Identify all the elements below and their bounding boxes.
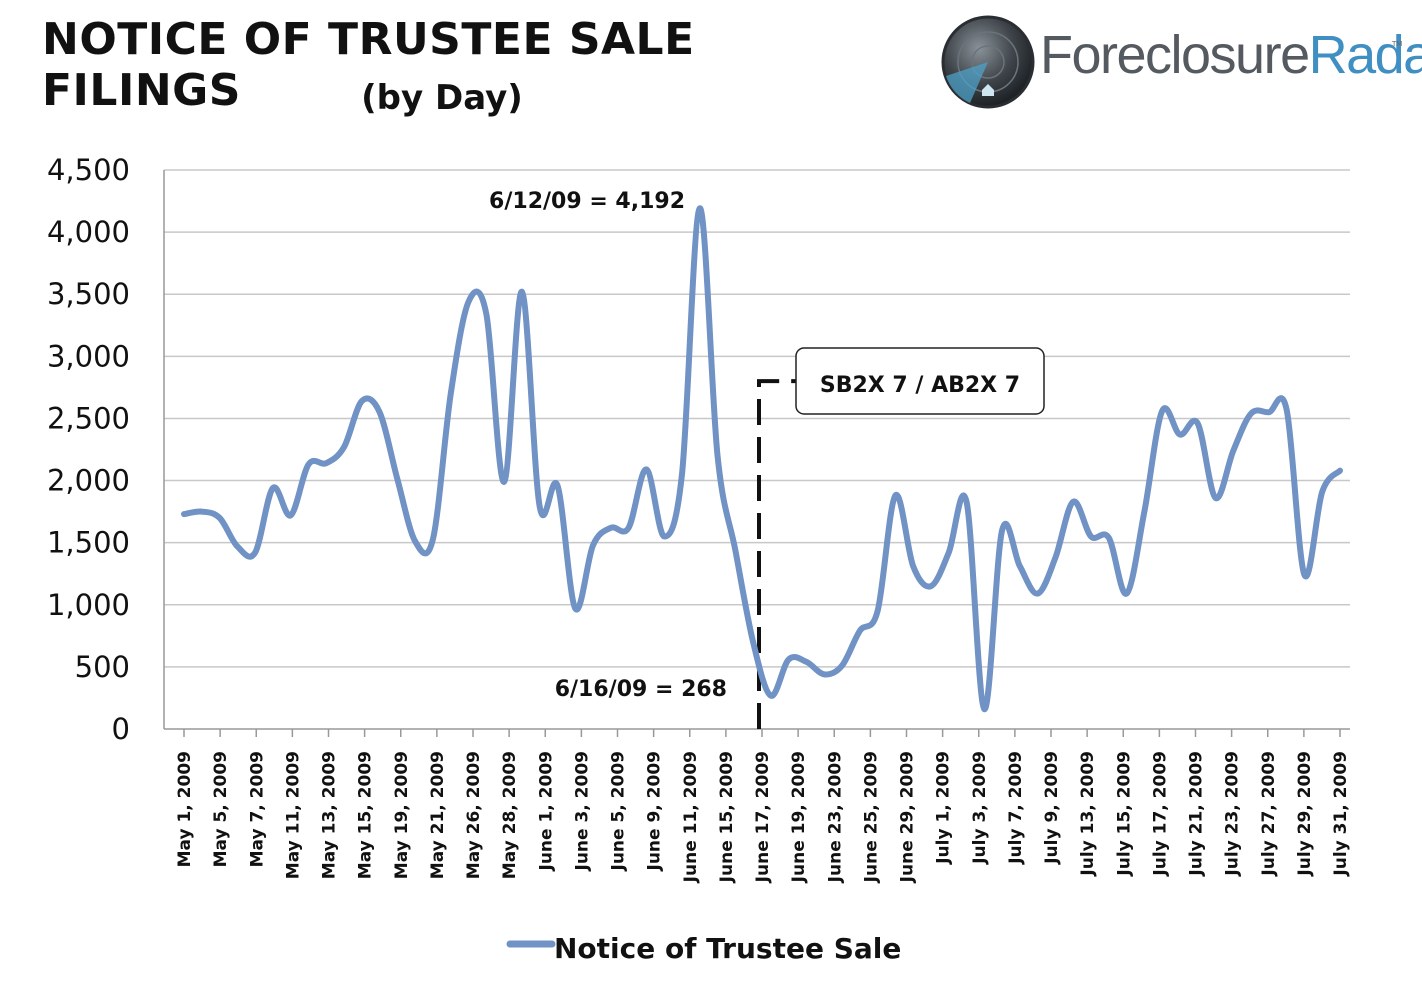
legend-label: Notice of Trustee Sale bbox=[554, 932, 901, 965]
x-tick-label: May 15, 2009 bbox=[356, 751, 376, 879]
chart-subtitle: (by Day) bbox=[361, 78, 523, 118]
x-tick-label: July 15, 2009 bbox=[1114, 751, 1134, 877]
x-tick-label: June 9, 2009 bbox=[645, 751, 665, 872]
y-axis: 0 500 1,000 1,500 2,000 2,500 3,000 3,500 4,000 4… bbox=[47, 153, 165, 746]
x-tick-label: June 5, 2009 bbox=[609, 751, 629, 872]
x-tick-label: July 27, 2009 bbox=[1259, 751, 1279, 877]
x-tick-label: June 11, 2009 bbox=[681, 751, 701, 883]
y-tick-label: 3,500 bbox=[47, 277, 130, 311]
x-tick-label: May 19, 2009 bbox=[392, 751, 412, 879]
x-tick-label: May 21, 2009 bbox=[428, 751, 448, 879]
x-tick-label: June 29, 2009 bbox=[898, 751, 918, 883]
x-tick-label: May 13, 2009 bbox=[320, 751, 340, 879]
x-axis: May 1, 2009 May 5, 2009 May 7, 2009 May 11,… bbox=[164, 728, 1351, 883]
logo-wordmark: ForeclosureRadar bbox=[1040, 24, 1422, 86]
x-tick-label: June 3, 2009 bbox=[572, 751, 592, 872]
x-tick-label: June 23, 2009 bbox=[825, 751, 845, 883]
x-tick-label: June 17, 2009 bbox=[753, 751, 773, 883]
x-tick-label: June 25, 2009 bbox=[861, 751, 881, 883]
x-tick-label: July 21, 2009 bbox=[1187, 751, 1207, 877]
x-tick-label: July 29, 2009 bbox=[1295, 751, 1315, 877]
x-tick-label: July 31, 2009 bbox=[1331, 751, 1351, 877]
x-tick-label: July 3, 2009 bbox=[970, 751, 990, 865]
series-line-notice-of-trustee-sale bbox=[181, 205, 1343, 713]
legend: Notice of Trustee Sale bbox=[506, 932, 901, 965]
legislation-marker-line bbox=[757, 379, 796, 729]
x-tick-label: May 26, 2009 bbox=[464, 751, 484, 879]
legislation-callout-box bbox=[795, 347, 1045, 415]
series-layer bbox=[181, 205, 1343, 713]
radar-house-icon bbox=[941, 15, 1035, 109]
x-tick-label: July 13, 2009 bbox=[1078, 751, 1098, 877]
y-tick-label: 4,000 bbox=[47, 215, 130, 249]
annotations: 6/12/09 = 4,192 6/16/09 = 268 SB2X 7 / AB2… bbox=[489, 189, 1045, 729]
y-tick-label: 2,500 bbox=[47, 401, 130, 435]
legislation-callout-text: SB2X 7 / AB2X 7 bbox=[820, 373, 1020, 398]
foreclosure-radar-logo bbox=[940, 12, 1410, 112]
x-tick-label: July 17, 2009 bbox=[1150, 751, 1170, 877]
y-tick-label: 4,500 bbox=[47, 153, 130, 187]
x-tick-label: May 1, 2009 bbox=[175, 751, 195, 867]
x-tick-label: July 23, 2009 bbox=[1223, 751, 1243, 877]
x-tick-label: May 5, 2009 bbox=[211, 751, 231, 867]
x-tick-label: July 9, 2009 bbox=[1042, 751, 1062, 865]
x-tick-label: May 28, 2009 bbox=[500, 751, 520, 879]
y-tick-label: 0 bbox=[112, 712, 130, 746]
x-tick-label: June 19, 2009 bbox=[789, 751, 809, 883]
y-tick-label: 1,500 bbox=[47, 526, 130, 560]
y-tick-label: 1,000 bbox=[47, 588, 130, 622]
logo-text-radar: Radar bbox=[1308, 25, 1422, 85]
x-tick-label: June 15, 2009 bbox=[717, 751, 737, 883]
gridlines bbox=[164, 169, 1350, 668]
y-tick-label: 500 bbox=[75, 650, 130, 684]
y-tick-label: 2,000 bbox=[47, 464, 130, 498]
y-tick-label: 3,000 bbox=[47, 339, 130, 373]
x-tick-label: July 7, 2009 bbox=[1006, 751, 1026, 865]
chart-title: NOTICE OF TRUSTEE SALE FILINGS bbox=[42, 14, 695, 116]
x-tick-label: May 7, 2009 bbox=[247, 751, 267, 867]
logo-trademark: TM bbox=[1392, 40, 1403, 48]
x-tick-label: June 1, 2009 bbox=[536, 751, 556, 872]
x-tick-label: July 1, 2009 bbox=[934, 751, 954, 865]
logo-text-foreclosure: Foreclosure bbox=[1040, 25, 1310, 85]
annotation-peak: 6/12/09 = 4,192 bbox=[489, 189, 685, 214]
x-tick-label: May 11, 2009 bbox=[283, 751, 303, 879]
annotation-low: 6/16/09 = 268 bbox=[555, 677, 727, 702]
